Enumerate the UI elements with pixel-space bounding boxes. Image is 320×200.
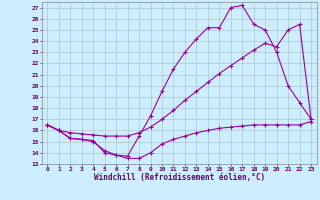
X-axis label: Windchill (Refroidissement éolien,°C): Windchill (Refroidissement éolien,°C) xyxy=(94,173,265,182)
